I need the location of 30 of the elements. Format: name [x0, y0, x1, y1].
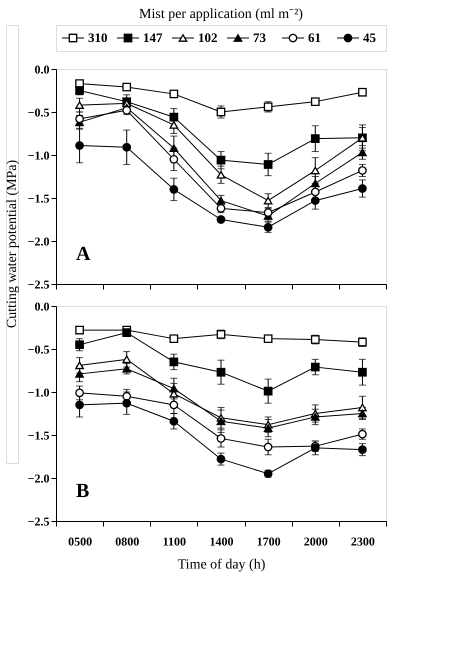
y-tick-label: −1.0	[28, 148, 50, 162]
y-tick-label: −2.5	[28, 278, 50, 292]
y-tick-label: 0.0	[34, 62, 50, 76]
legend-label: 310	[88, 30, 108, 45]
y-tick-label: −0.5	[28, 342, 50, 356]
x-tick-label: 1100	[162, 534, 186, 548]
y-tick-label: 0.0	[34, 300, 50, 314]
x-tick-label: 2300	[350, 534, 375, 548]
y-tick-label: −2.5	[28, 514, 50, 528]
y-tick-label: −1.0	[28, 386, 50, 400]
y-tick-label: −1.5	[28, 428, 50, 442]
y-tick-label: −0.5	[28, 106, 50, 120]
y-tick-label: −1.5	[28, 192, 50, 206]
y-axis-title: Cutting water potential (MPa)	[5, 159, 20, 328]
annotation: A	[76, 243, 91, 265]
x-tick-label: 0800	[115, 534, 140, 548]
legend-label: 73	[253, 30, 266, 45]
x-tick-label: 1400	[210, 534, 234, 548]
x-tick-label: 0500	[68, 534, 92, 548]
legend-label: 45	[363, 30, 376, 45]
x-tick-label: 2000	[304, 534, 328, 548]
legend-title: Mist per application (ml m⁻²)	[139, 7, 304, 22]
legend-label: 61	[308, 30, 321, 45]
legend-label: 147	[143, 30, 163, 45]
x-tick-label: 1700	[256, 534, 281, 548]
y-tick-label: −2.0	[28, 234, 50, 248]
legend-label: 102	[198, 30, 218, 45]
y-tick-label: −2.0	[28, 472, 50, 486]
annotation: B	[76, 480, 90, 502]
x-axis-title: Time of day (h)	[178, 558, 266, 572]
